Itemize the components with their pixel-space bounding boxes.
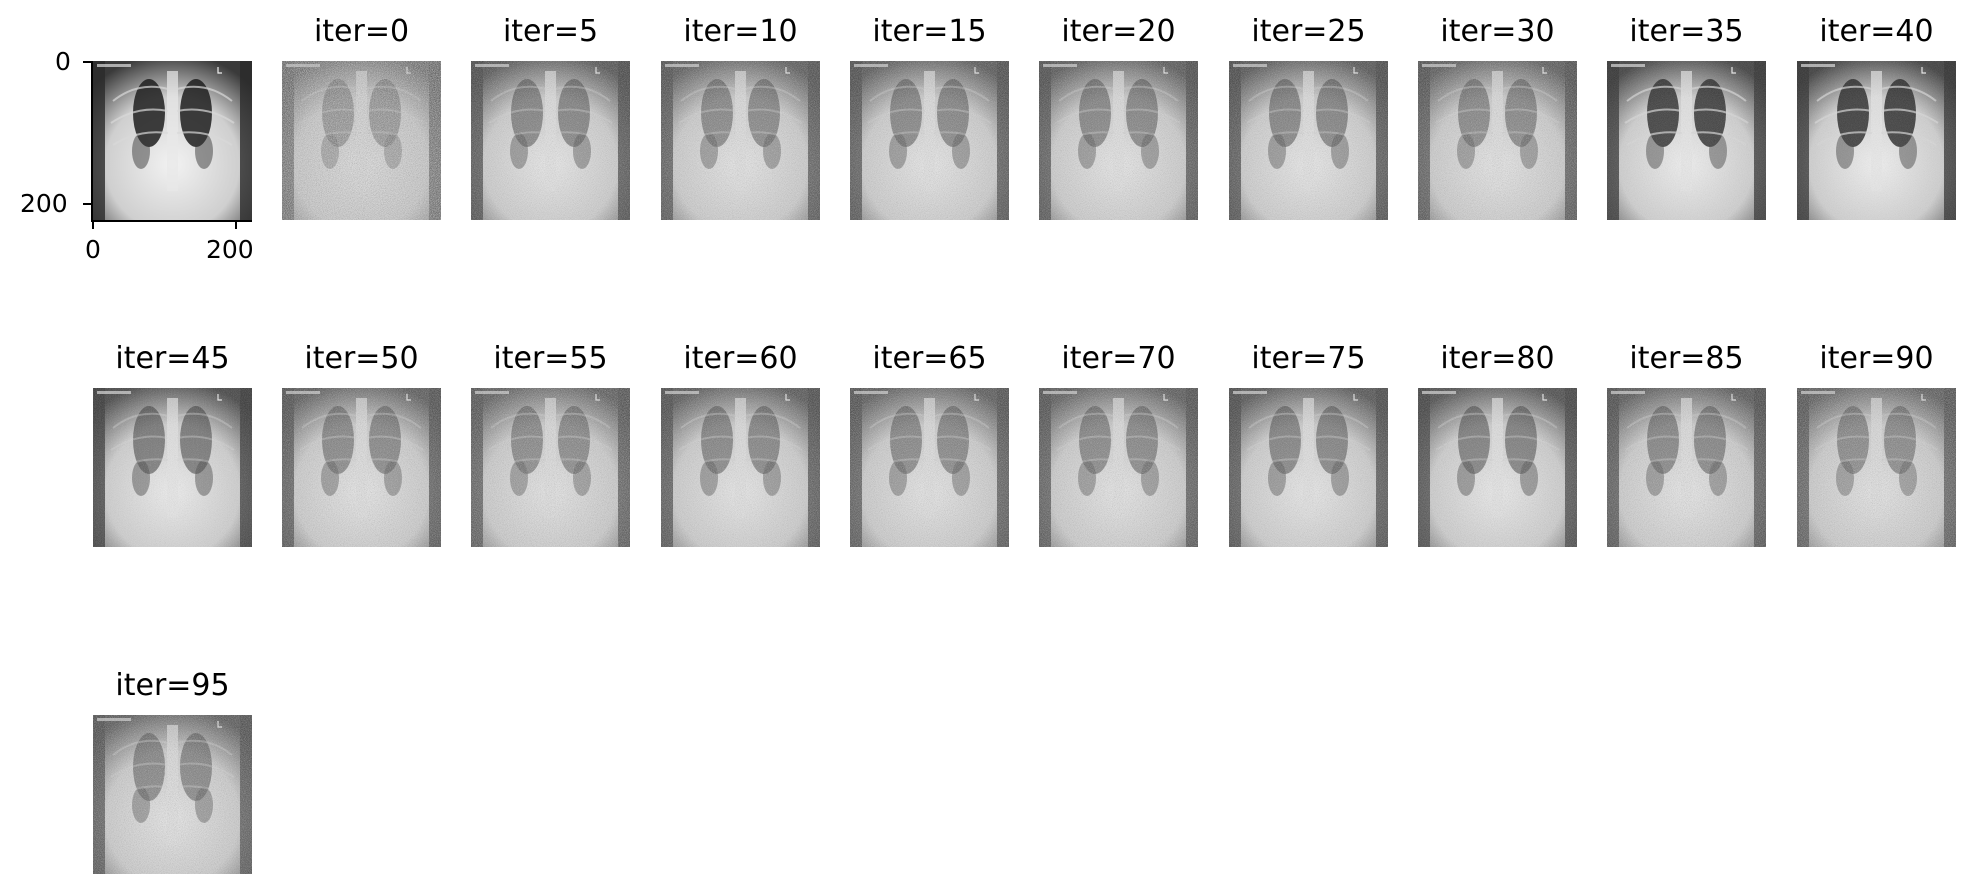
original-xray-image xyxy=(93,61,252,220)
panel-title: iter=35 xyxy=(1629,14,1744,49)
panel-title: iter=90 xyxy=(1819,341,1934,376)
iteration-xray-image xyxy=(93,715,252,874)
iteration-xray-image xyxy=(1607,61,1766,220)
iteration-xray-image xyxy=(1039,388,1198,547)
original-image-axes xyxy=(91,61,252,222)
panel-title: iter=65 xyxy=(872,341,987,376)
iteration-xray-image xyxy=(471,61,630,220)
panel-title: iter=85 xyxy=(1629,341,1744,376)
iteration-xray-image xyxy=(93,388,252,547)
x-tick-mark xyxy=(235,221,237,229)
panel-title: iter=20 xyxy=(1061,14,1176,49)
iteration-xray-image xyxy=(1797,388,1956,547)
iteration-xray-image xyxy=(1607,388,1766,547)
panel-title: iter=10 xyxy=(683,14,798,49)
panel-title: iter=75 xyxy=(1251,341,1366,376)
panel-title: iter=55 xyxy=(493,341,608,376)
panel-title: iter=0 xyxy=(313,14,410,49)
panel-title: iter=60 xyxy=(683,341,798,376)
y-tick-label: 200 xyxy=(20,189,68,218)
panel-title: iter=15 xyxy=(872,14,987,49)
panel-title: iter=70 xyxy=(1061,341,1176,376)
x-tick-mark xyxy=(92,221,94,229)
iteration-xray-image xyxy=(1797,61,1956,220)
iteration-xray-image xyxy=(1418,388,1577,547)
panel-title: iter=80 xyxy=(1440,341,1555,376)
panel-title: iter=30 xyxy=(1440,14,1555,49)
iteration-xray-image xyxy=(850,61,1009,220)
iteration-xray-image xyxy=(1229,388,1388,547)
iteration-xray-image xyxy=(471,388,630,547)
panel-title: iter=25 xyxy=(1251,14,1366,49)
panel-title: iter=40 xyxy=(1819,14,1934,49)
x-tick-label: 200 xyxy=(206,235,254,264)
iteration-xray-image xyxy=(282,61,441,220)
iteration-xray-image xyxy=(661,388,820,547)
iteration-xray-image xyxy=(850,388,1009,547)
iteration-xray-image xyxy=(1418,61,1577,220)
panel-title: iter=50 xyxy=(304,341,419,376)
panel-title: iter=45 xyxy=(115,341,230,376)
y-tick-mark xyxy=(83,203,91,205)
panel-title: iter=5 xyxy=(502,14,599,49)
x-tick-label: 0 xyxy=(85,235,101,264)
iteration-xray-image xyxy=(282,388,441,547)
y-tick-label: 0 xyxy=(55,47,71,76)
iteration-xray-image xyxy=(661,61,820,220)
iteration-xray-image xyxy=(1229,61,1388,220)
iteration-xray-image xyxy=(1039,61,1198,220)
y-tick-mark xyxy=(83,61,91,63)
panel-title: iter=95 xyxy=(115,668,230,703)
